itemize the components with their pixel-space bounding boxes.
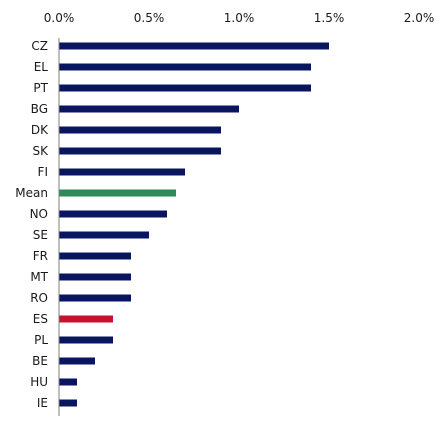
category-label: SE	[33, 228, 48, 242]
bar-ie	[59, 399, 77, 407]
category-label: BG	[31, 102, 48, 116]
category-label: FI	[38, 165, 48, 179]
category-label: Mean	[15, 186, 48, 200]
category-label: DK	[31, 123, 49, 137]
category-label: PT	[33, 81, 48, 95]
category-label: EL	[34, 60, 49, 74]
bars	[59, 42, 329, 407]
bar-no	[59, 210, 167, 218]
y-axis: CZ EL PT BG DK SK FI Mean NO SE FR MT RO ES PL BE HU IE	[15, 39, 49, 410]
category-label: CZ	[31, 39, 48, 53]
bar-ro	[59, 294, 131, 302]
bar-es	[59, 315, 113, 323]
bar-mt	[59, 273, 131, 281]
bar-cz	[59, 42, 329, 50]
category-label: MT	[30, 270, 48, 284]
x-axis: 0.0% 0.5% 1.0% 1.5% 2.0%	[44, 11, 435, 25]
x-tick-label: 0.5%	[134, 11, 165, 25]
bar-fi	[59, 168, 185, 176]
bar-mean	[59, 189, 176, 197]
x-tick-label: 1.5%	[314, 11, 345, 25]
bar-sk	[59, 147, 221, 155]
category-label: IE	[37, 396, 48, 410]
bar-el	[59, 63, 311, 71]
x-tick-label: 0.0%	[44, 11, 75, 25]
category-label: BE	[32, 354, 48, 368]
bar-dk	[59, 126, 221, 134]
bar-bg	[59, 105, 239, 113]
bar-fr	[59, 252, 131, 260]
bar-hu	[59, 378, 77, 386]
category-label: ES	[33, 312, 48, 326]
x-tick-label: 1.0%	[224, 11, 255, 25]
category-label: NO	[30, 207, 48, 221]
bar-pt	[59, 84, 311, 92]
bar-se	[59, 231, 149, 239]
bar-be	[59, 357, 95, 365]
bar-pl	[59, 336, 113, 344]
category-label: FR	[33, 249, 48, 263]
category-label: HU	[30, 375, 48, 389]
x-tick-label: 2.0%	[404, 11, 435, 25]
category-label: SK	[33, 144, 50, 158]
category-label: RO	[30, 291, 48, 305]
category-label: PL	[34, 333, 48, 347]
